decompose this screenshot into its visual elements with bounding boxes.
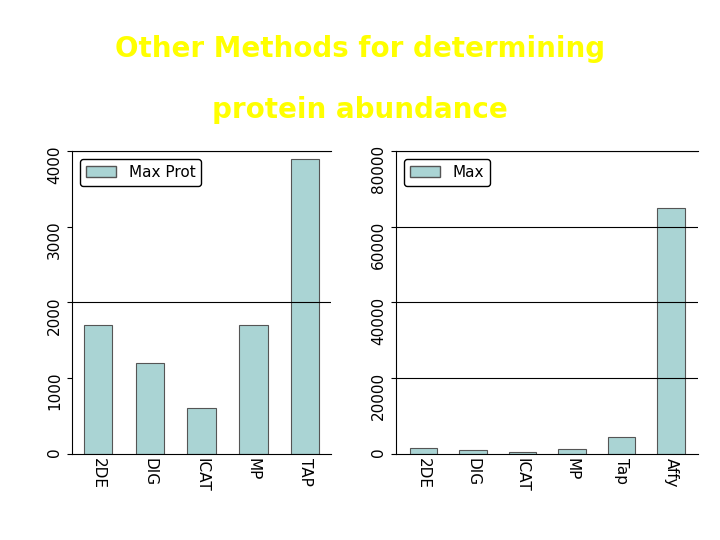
Bar [84,325,112,454]
Bar [291,159,320,454]
Legend: Max Prot: Max Prot [80,159,202,186]
Legend: Max: Max [404,159,490,186]
Bar [558,449,585,454]
Text: protein abundance: protein abundance [212,96,508,124]
Bar [459,450,487,454]
Bar [509,452,536,454]
Bar [187,408,216,454]
Bar [239,325,268,454]
Bar [410,448,437,454]
Bar [657,208,685,454]
Text: Other Methods for determining: Other Methods for determining [115,35,605,63]
Bar [135,363,164,454]
Bar [608,436,635,454]
